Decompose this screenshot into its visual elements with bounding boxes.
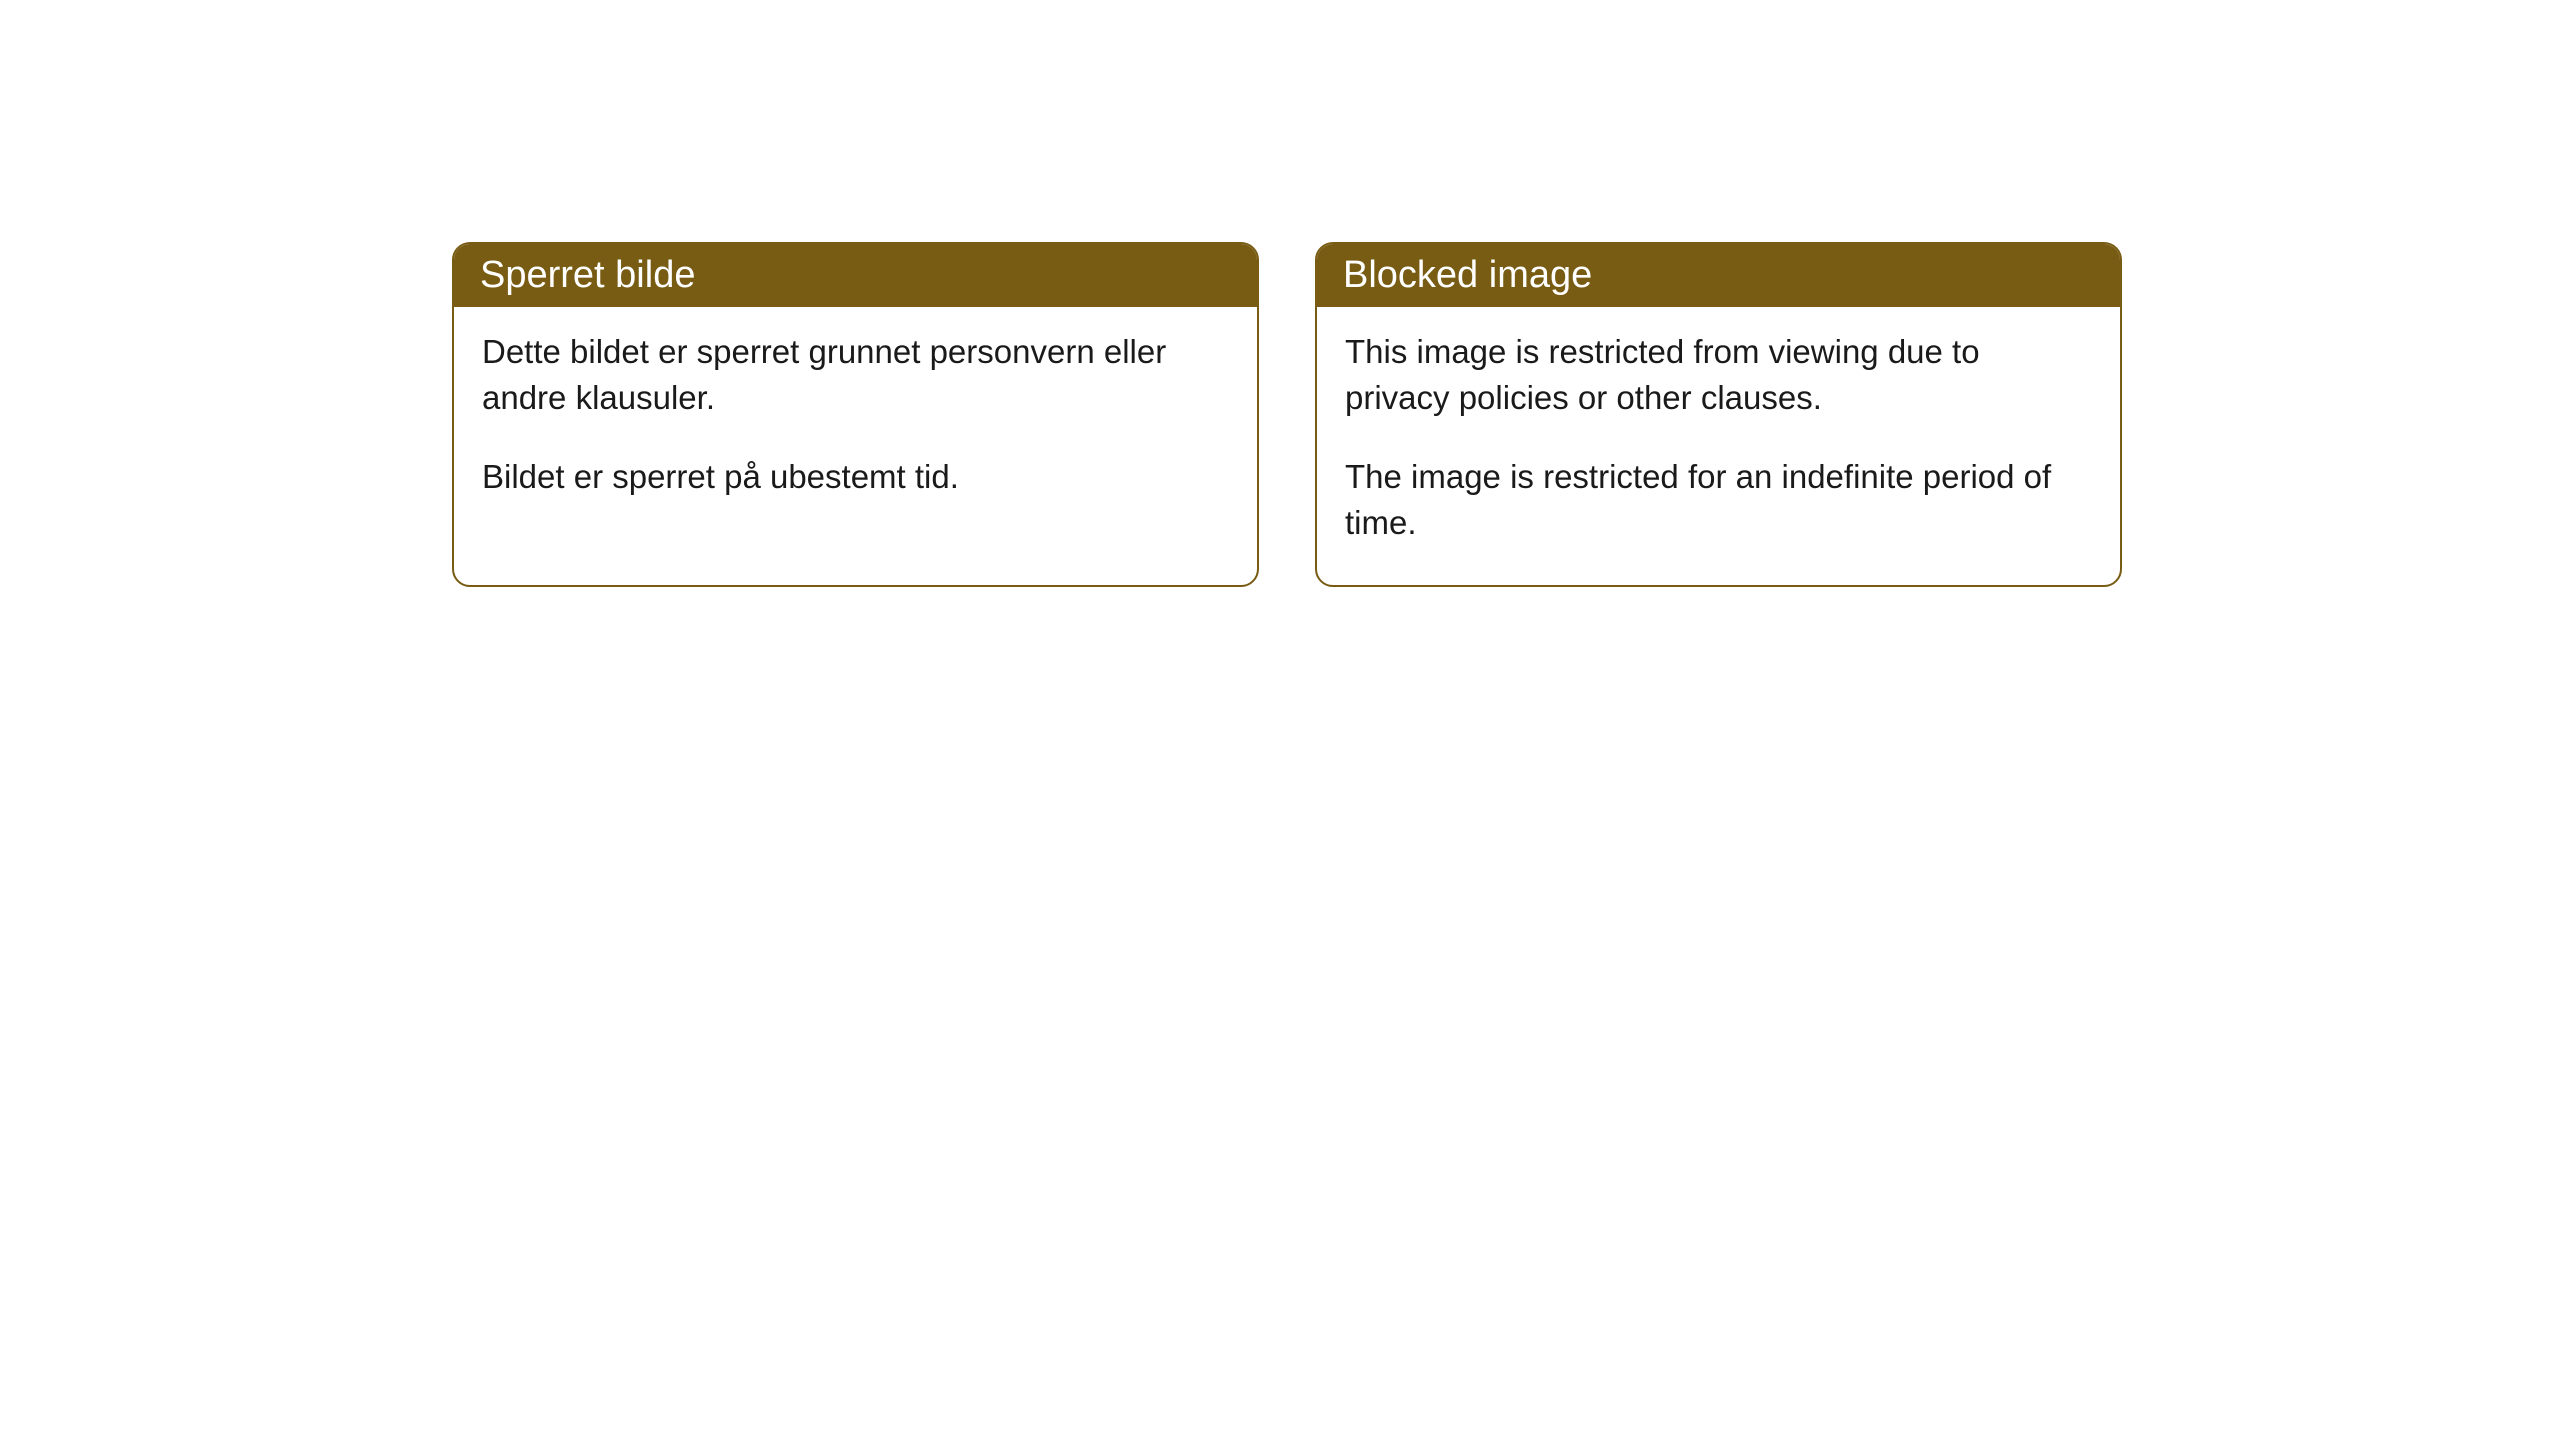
card-english: Blocked image This image is restricted f… xyxy=(1315,242,2122,587)
card-paragraph: Dette bildet er sperret grunnet personve… xyxy=(482,329,1229,420)
card-body-norwegian: Dette bildet er sperret grunnet personve… xyxy=(454,307,1257,540)
card-paragraph: The image is restricted for an indefinit… xyxy=(1345,454,2092,545)
card-header-norwegian: Sperret bilde xyxy=(454,244,1257,307)
card-norwegian: Sperret bilde Dette bildet er sperret gr… xyxy=(452,242,1259,587)
card-title: Blocked image xyxy=(1343,254,1592,296)
card-paragraph: Bildet er sperret på ubestemt tid. xyxy=(482,454,1229,500)
card-paragraph: This image is restricted from viewing du… xyxy=(1345,329,2092,420)
card-title: Sperret bilde xyxy=(480,254,695,296)
card-body-english: This image is restricted from viewing du… xyxy=(1317,307,2120,585)
card-header-english: Blocked image xyxy=(1317,244,2120,307)
cards-container: Sperret bilde Dette bildet er sperret gr… xyxy=(452,242,2122,587)
